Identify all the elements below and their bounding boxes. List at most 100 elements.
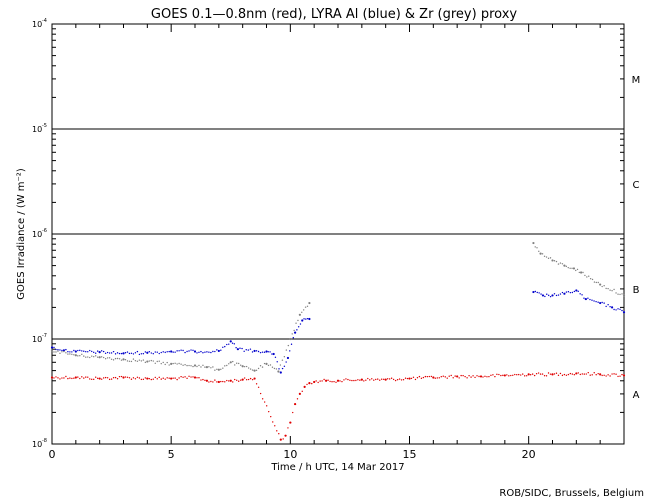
data-point [193, 376, 197, 379]
trace-dot [160, 351, 162, 354]
trace-dot [110, 378, 113, 380]
series-lyra-al-proxy [50, 289, 626, 374]
trace-dot [416, 377, 419, 379]
trace-dot [394, 379, 397, 382]
trace-dot [603, 374, 605, 376]
trace-dot [202, 364, 204, 367]
trace-dot [446, 377, 448, 379]
trace-dot [484, 375, 486, 378]
trace-dot [452, 377, 454, 379]
trace-dot [257, 367, 260, 370]
trace-dot [595, 300, 597, 303]
trace-dot [553, 373, 556, 375]
trace-dot [65, 375, 67, 378]
trace-dot [272, 421, 274, 423]
trace-dot [124, 376, 127, 378]
trace-dot [315, 380, 317, 382]
trace-dot [120, 359, 123, 361]
trace-dot [67, 353, 69, 355]
trace-dot [333, 380, 335, 383]
trace-dot [539, 373, 542, 375]
trace-dot [245, 379, 248, 381]
trace-dot [55, 348, 57, 351]
trace-dot [102, 356, 105, 359]
trace-dot [494, 375, 496, 378]
trace-dot [287, 427, 289, 429]
trace-dot [241, 347, 243, 350]
trace-dot [87, 351, 89, 353]
trace-dot [112, 359, 115, 361]
trace-dot [174, 377, 176, 379]
trace-dot [186, 377, 188, 380]
class-label: C [633, 180, 640, 191]
trace-dot [593, 300, 595, 302]
trace-dot [176, 363, 178, 365]
trace-dot [243, 377, 246, 379]
trace-dot [563, 373, 566, 376]
trace-dot [367, 377, 369, 380]
trace-dot [188, 364, 190, 367]
trace-dot [584, 274, 586, 277]
data-point [229, 361, 232, 364]
trace-dot [547, 372, 550, 374]
trace-dot [174, 362, 176, 364]
trace-dot [239, 379, 242, 381]
trace-dot [593, 372, 595, 374]
trace-dot [239, 364, 242, 366]
trace-dot [138, 377, 141, 379]
trace-dot [617, 293, 619, 295]
trace-dot [93, 351, 95, 354]
trace-dot [617, 308, 619, 310]
trace-dot [520, 374, 522, 376]
y-tick-label: 10 [32, 125, 42, 134]
trace-dot [396, 379, 399, 381]
trace-dot [114, 357, 117, 360]
data-point [324, 379, 328, 382]
trace-dot [402, 379, 405, 381]
trace-dot [245, 349, 247, 351]
trace-dot [263, 351, 266, 353]
trace-dot [116, 378, 119, 380]
data-point [193, 350, 197, 353]
trace-dot [613, 288, 615, 291]
x-axis: 0 5 10 15 20 [49, 24, 625, 461]
trace-dot [65, 352, 67, 354]
trace-dot [245, 365, 248, 368]
trace-dot [196, 365, 198, 368]
trace-dot [130, 360, 133, 363]
y-tick-label: 10 [32, 335, 42, 344]
trace-dot [297, 326, 300, 328]
trace-dot [104, 358, 107, 360]
trace-dot [168, 364, 170, 366]
trace-dot [547, 294, 550, 297]
trace-dot [607, 303, 609, 306]
trace-dot [79, 349, 81, 352]
trace-dot [345, 378, 347, 380]
trace-dot [470, 376, 472, 378]
trace-dot [549, 257, 552, 259]
trace-dot [559, 372, 562, 375]
trace-dot [53, 346, 55, 349]
trace-dot [617, 375, 619, 378]
trace-dot [476, 375, 478, 377]
trace-dot [586, 276, 588, 278]
trace-dot [365, 379, 367, 381]
trace-dot [466, 377, 468, 379]
trace-dot [412, 376, 415, 378]
trace-dot [226, 364, 228, 367]
trace-dot [158, 360, 160, 362]
trace-dot [615, 309, 617, 311]
trace-dot [353, 379, 355, 382]
trace-dot [249, 348, 252, 350]
data-point [610, 306, 614, 309]
trace-dot [301, 311, 303, 313]
data-point [432, 376, 435, 379]
trace-dot [61, 351, 63, 353]
trace-dot [343, 379, 345, 381]
trace-dot [134, 378, 137, 380]
trace-dot [130, 378, 133, 380]
trace-dot [85, 351, 87, 353]
trace-dot [228, 343, 230, 345]
trace-dot [500, 374, 502, 377]
